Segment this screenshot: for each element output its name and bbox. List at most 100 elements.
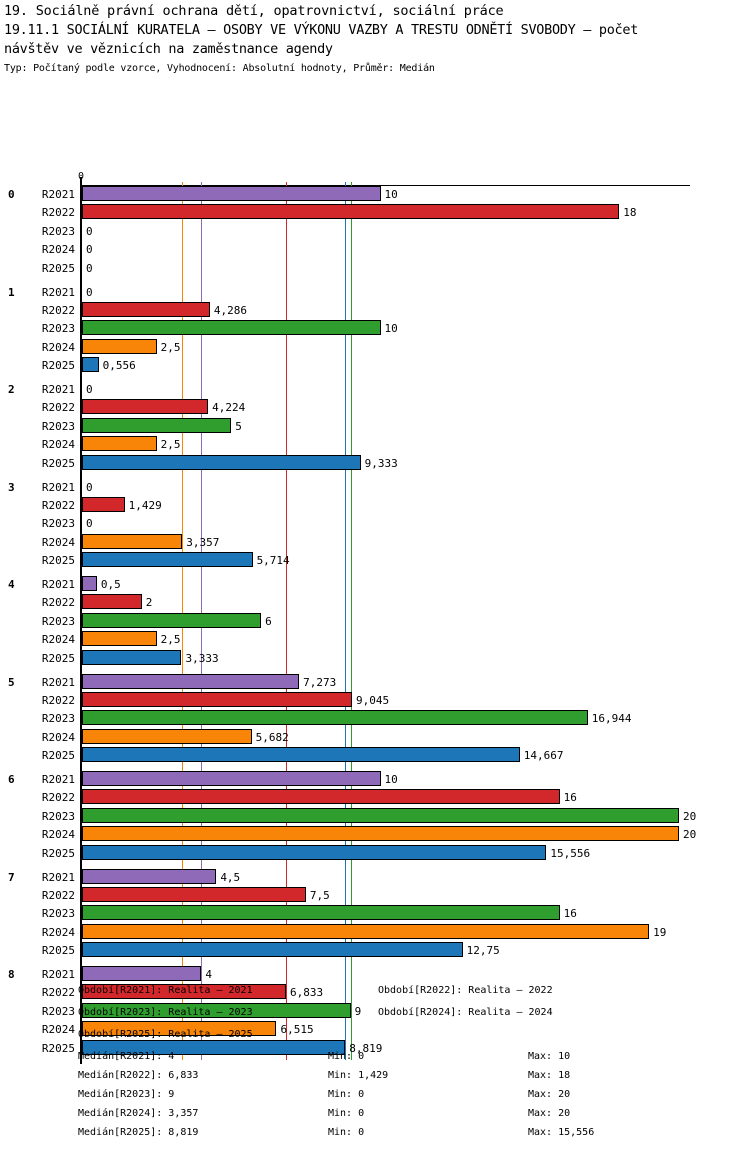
- row-label-r2024: R2024: [41, 730, 75, 744]
- stat-max: Max: 10: [528, 1051, 571, 1062]
- row-label-r2021: R2021: [41, 773, 75, 786]
- bar-r2021[interactable]: [82, 868, 217, 884]
- bar-r2023[interactable]: [82, 1002, 351, 1018]
- bar-r2024[interactable]: [82, 338, 157, 354]
- bar-r2024[interactable]: [82, 923, 650, 939]
- bar-value-label: 3,333: [185, 651, 219, 665]
- row-label-r2025: R2025: [41, 651, 75, 665]
- bar-r2023[interactable]: [82, 807, 679, 823]
- bar-value-label: 4: [205, 968, 213, 981]
- bar-value-label: 12,75: [466, 944, 500, 958]
- row-label-r2021: R2021: [41, 578, 75, 591]
- bar-value-label: 9,333: [364, 456, 398, 470]
- group-number: 0: [8, 188, 15, 201]
- stat-max: Max: 15,556: [528, 1127, 595, 1138]
- bar-value-label: 4,5: [220, 870, 241, 884]
- bar-r2024[interactable]: [82, 1021, 277, 1037]
- stat-min: Min: 0: [328, 1127, 365, 1138]
- bar-r2024[interactable]: [82, 436, 157, 452]
- row-label-r2023: R2023: [41, 224, 75, 238]
- row-label-r2022: R2022: [41, 303, 75, 317]
- bar-r2025[interactable]: [82, 454, 361, 470]
- bar-value-label: 1,429: [128, 498, 162, 512]
- row-label-r2024: R2024: [41, 633, 75, 647]
- bar-r2022[interactable]: [82, 301, 210, 317]
- row-label-r2021: R2021: [41, 285, 75, 299]
- bar-r2023[interactable]: [82, 417, 232, 433]
- bar-r2021[interactable]: [82, 771, 381, 786]
- row-label-r2025: R2025: [41, 359, 75, 373]
- row-label-r2022: R2022: [41, 401, 75, 415]
- stat-median: Medián[R2021]: 4: [78, 1051, 175, 1062]
- bar-r2021[interactable]: [82, 673, 300, 689]
- row-label-r2022: R2022: [41, 498, 75, 512]
- bar-r2025[interactable]: [82, 844, 547, 860]
- legend-entry: Období[R2022]: Realita – 2022: [378, 985, 553, 996]
- group-number: 2: [8, 383, 15, 396]
- row-label-r2024: R2024: [41, 243, 75, 257]
- bar-value-label: 0,556: [102, 359, 136, 373]
- bar-r2025[interactable]: [82, 357, 99, 373]
- x-axis-tick-0: 0: [78, 172, 84, 182]
- bar-value-label: 0: [86, 383, 93, 396]
- row-label-r2025: R2025: [41, 749, 75, 763]
- bar-value-label: 9,045: [355, 693, 390, 707]
- bar-r2025[interactable]: [82, 942, 463, 958]
- bar-r2021[interactable]: [82, 576, 97, 591]
- bar-value-label: 18: [623, 206, 637, 220]
- row-label-r2024: R2024: [41, 438, 75, 452]
- bar-r2023[interactable]: [82, 612, 262, 628]
- chart-title-line2: 19.11.1 SOCIÁLNÍ KURATELA – OSOBY VE VÝK…: [4, 22, 639, 38]
- row-label-r2023: R2023: [41, 322, 75, 336]
- bar-value-label: 0: [86, 243, 93, 257]
- bar-r2022[interactable]: [82, 399, 209, 415]
- bar-value-label: 2,5: [160, 340, 181, 354]
- bar-r2024[interactable]: [82, 826, 679, 842]
- bar-value-label: 5: [235, 419, 242, 433]
- stat-max: Max: 20: [528, 1089, 571, 1100]
- bar-value-label: 14,667: [523, 749, 564, 763]
- bar-r2022[interactable]: [82, 789, 560, 805]
- bar-r2023[interactable]: [82, 905, 560, 921]
- legend-entry: Období[R2024]: Realita – 2024: [378, 1007, 553, 1018]
- row-label-r2022: R2022: [41, 596, 75, 610]
- row-label-r2023: R2023: [41, 517, 75, 531]
- bar-r2022[interactable]: [82, 984, 286, 1000]
- bar-r2022[interactable]: [82, 204, 620, 220]
- bar-r2022[interactable]: [82, 594, 142, 610]
- bar-r2023[interactable]: [82, 320, 381, 336]
- stat-min: Min: 0: [328, 1108, 365, 1119]
- row-label-r2023: R2023: [41, 1004, 75, 1018]
- bar-r2024[interactable]: [82, 728, 252, 744]
- bar-r2022[interactable]: [82, 496, 125, 512]
- bar-r2025[interactable]: [82, 649, 182, 665]
- bar-r2022[interactable]: [82, 691, 352, 707]
- chart-subtitle: Typ: Počítaný podle vzorce, Vyhodnocení:…: [4, 63, 435, 74]
- bar-value-label: 16,944: [591, 712, 632, 726]
- bar-r2022[interactable]: [82, 886, 306, 902]
- legend-entry: Období[R2025]: Realita – 2025: [78, 1029, 253, 1040]
- row-label-r2024: R2024: [41, 1023, 75, 1037]
- bar-r2024[interactable]: [82, 533, 183, 549]
- bar-value-label: 3,357: [186, 535, 220, 549]
- bar-r2024[interactable]: [82, 631, 157, 647]
- chart-legend: Období[R2021]: Realita – 2021 Období[R202…: [0, 985, 750, 1146]
- bar-value-label: 4,286: [213, 303, 248, 317]
- bar-r2023[interactable]: [82, 710, 588, 726]
- median-gridline-r2022: [286, 182, 287, 1060]
- bar-r2021[interactable]: [82, 966, 202, 981]
- bar-value-label: 0: [86, 480, 93, 494]
- bar-value-label: 7,273: [303, 675, 337, 689]
- row-label-r2023: R2023: [41, 907, 75, 921]
- row-label-r2023: R2023: [41, 614, 75, 628]
- bar-value-label: 2: [145, 596, 153, 610]
- bar-r2025[interactable]: [82, 552, 253, 568]
- y-axis-line: [80, 177, 82, 1064]
- bar-r2021[interactable]: [82, 186, 381, 201]
- bar-value-label: 7,5: [309, 888, 330, 902]
- stat-max: Max: 18: [528, 1070, 571, 1081]
- bar-r2025[interactable]: [82, 1039, 346, 1055]
- row-label-r2025: R2025: [41, 944, 75, 958]
- row-label-r2022: R2022: [41, 693, 75, 707]
- bar-r2025[interactable]: [82, 747, 520, 763]
